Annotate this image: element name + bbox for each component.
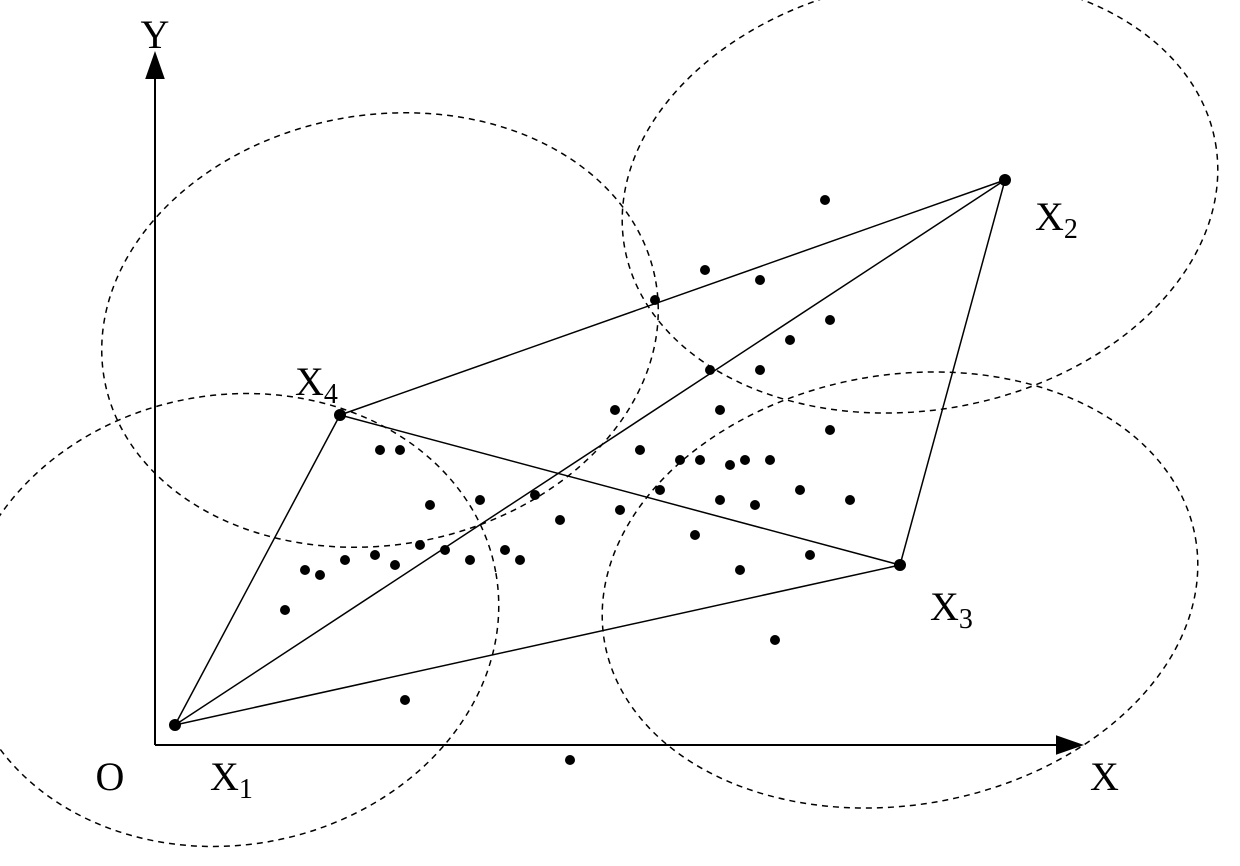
scatter-point bbox=[755, 365, 765, 375]
scatter-point bbox=[675, 455, 685, 465]
scatter-point bbox=[755, 275, 765, 285]
scatter-point bbox=[440, 545, 450, 555]
scatter-point bbox=[795, 485, 805, 495]
scatter-point bbox=[695, 455, 705, 465]
scatter-point bbox=[715, 405, 725, 415]
scatter-point bbox=[735, 565, 745, 575]
scatter-point bbox=[690, 530, 700, 540]
scatter-point bbox=[725, 460, 735, 470]
scatter-cluster-diagram: XYOX1X2X3X4 bbox=[0, 0, 1240, 866]
scatter-point bbox=[770, 635, 780, 645]
scatter-point bbox=[415, 540, 425, 550]
scatter-point bbox=[825, 315, 835, 325]
scatter-point bbox=[565, 755, 575, 765]
scatter-point bbox=[425, 500, 435, 510]
scatter-point bbox=[515, 555, 525, 565]
scatter-point bbox=[465, 555, 475, 565]
scatter-point bbox=[700, 265, 710, 275]
scatter-point bbox=[635, 445, 645, 455]
scatter-point bbox=[390, 560, 400, 570]
scatter-point bbox=[400, 695, 410, 705]
scatter-point bbox=[340, 555, 350, 565]
scatter-point bbox=[750, 500, 760, 510]
scatter-point bbox=[395, 445, 405, 455]
scatter-point bbox=[280, 605, 290, 615]
scatter-point bbox=[785, 335, 795, 345]
scatter-point bbox=[300, 565, 310, 575]
scatter-point bbox=[845, 495, 855, 505]
scatter-point bbox=[705, 365, 715, 375]
vertex-X4 bbox=[334, 409, 346, 421]
scatter-point bbox=[655, 485, 665, 495]
origin-label: O bbox=[96, 754, 125, 799]
scatter-point bbox=[765, 455, 775, 465]
scatter-point bbox=[555, 515, 565, 525]
vertex-X2 bbox=[999, 174, 1011, 186]
scatter-point bbox=[740, 455, 750, 465]
scatter-point bbox=[375, 445, 385, 455]
scatter-point bbox=[315, 570, 325, 580]
scatter-point bbox=[820, 195, 830, 205]
scatter-point bbox=[650, 295, 660, 305]
scatter-point bbox=[475, 495, 485, 505]
scatter-point bbox=[500, 545, 510, 555]
x-axis-label: X bbox=[1090, 754, 1119, 799]
scatter-point bbox=[825, 425, 835, 435]
vertex-X1 bbox=[169, 719, 181, 731]
scatter-point bbox=[610, 405, 620, 415]
scatter-point bbox=[370, 550, 380, 560]
y-axis-label: Y bbox=[141, 12, 170, 57]
scatter-point bbox=[615, 505, 625, 515]
scatter-point bbox=[805, 550, 815, 560]
vertex-X3 bbox=[894, 559, 906, 571]
scatter-point bbox=[530, 490, 540, 500]
scatter-point bbox=[715, 495, 725, 505]
